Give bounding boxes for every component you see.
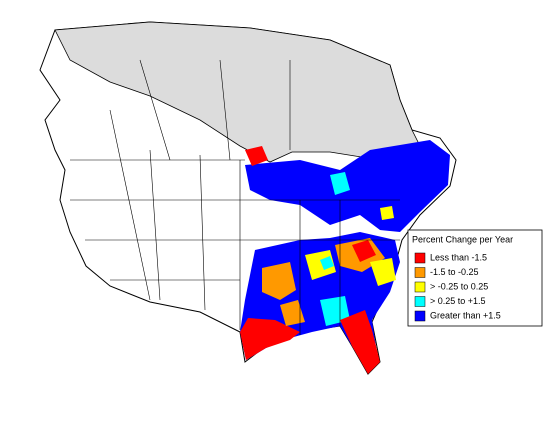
region [262, 262, 296, 300]
map [39, 21, 457, 375]
legend-label: > -0.25 to 0.25 [430, 281, 488, 291]
region [240, 318, 300, 360]
region [330, 172, 350, 195]
region [370, 258, 396, 286]
legend-label: Less than -1.5 [430, 252, 487, 262]
region [380, 206, 394, 220]
legend-label: > 0.25 to +1.5 [430, 296, 486, 306]
region [352, 240, 376, 262]
region [320, 296, 350, 326]
region [320, 256, 334, 270]
region [245, 146, 268, 166]
legend-label: Greater than +1.5 [430, 310, 501, 320]
legend: Percent Change per Year Less than -1.5 -1… [407, 229, 543, 327]
legend-swatch [414, 310, 426, 322]
legend-label: -1.5 to -0.25 [430, 267, 479, 277]
borders [70, 59, 400, 335]
region [280, 300, 305, 326]
legend-swatch [414, 252, 426, 264]
legend-swatch [414, 296, 426, 307]
no-data-region [54, 21, 423, 163]
regions [240, 140, 450, 374]
legend-title: Percent Change per Year [412, 234, 513, 244]
region [340, 310, 380, 374]
legend-swatch [414, 267, 426, 278]
legend-box [407, 229, 543, 327]
legend-swatch [414, 281, 426, 293]
